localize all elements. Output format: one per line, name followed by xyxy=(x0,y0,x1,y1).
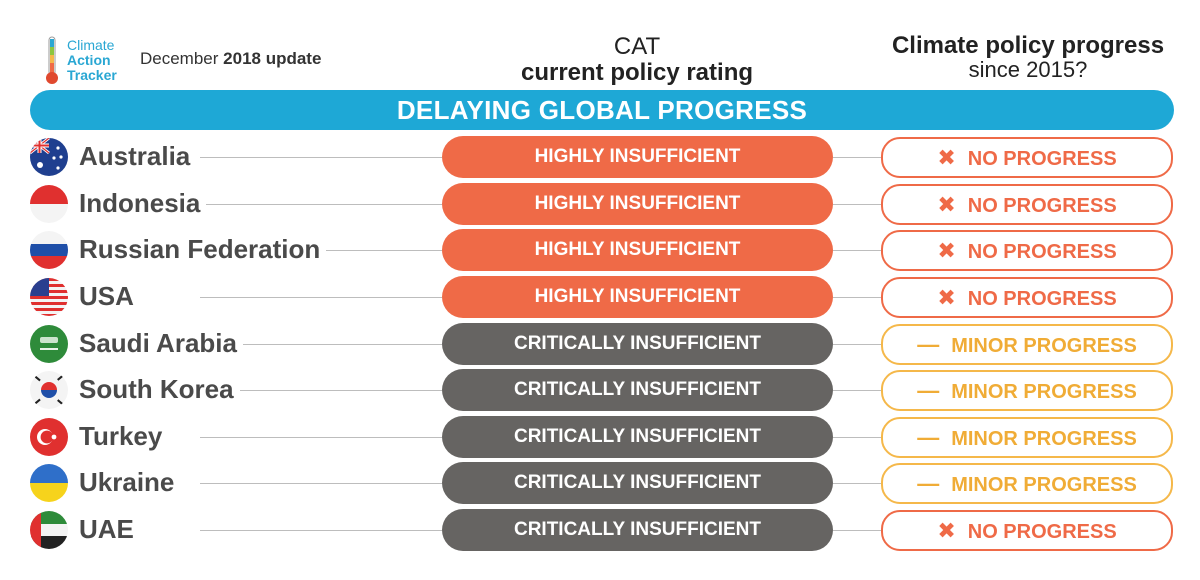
rating-badge: CRITICALLY INSUFFICIENT xyxy=(442,369,833,411)
progress-badge: ✖ NO PROGRESS xyxy=(881,510,1173,551)
country-row: South Korea CRITICALLY INSUFFICIENT — MIN… xyxy=(0,369,1200,411)
category-banner: DELAYING GLOBAL PROGRESS xyxy=(30,90,1174,130)
dash-icon: — xyxy=(917,378,940,403)
country-row: USA HIGHLY INSUFFICIENT ✖ NO PROGRESS xyxy=(0,276,1200,318)
rating-badge: CRITICALLY INSUFFICIENT xyxy=(442,323,833,365)
climate-action-tracker-logo: Climate Action Tracker xyxy=(30,34,140,86)
progress-badge: — MINOR PROGRESS xyxy=(881,463,1173,504)
logo-line-1: Climate xyxy=(67,37,115,53)
dash-icon: — xyxy=(917,332,940,357)
country-name: Russian Federation xyxy=(79,234,327,265)
cross-icon: ✖ xyxy=(937,145,956,170)
country-name: Australia xyxy=(79,141,197,172)
progress-badge: — MINOR PROGRESS xyxy=(881,417,1173,458)
country-name: USA xyxy=(79,281,140,312)
country-row: Saudi Arabia CRITICALLY INSUFFICIENT — MI… xyxy=(0,323,1200,365)
rating-header-line-1: CAT xyxy=(613,33,661,60)
progress-label: MINOR PROGRESS xyxy=(951,428,1137,450)
progress-column-header: Climate policy progress since 2015? xyxy=(870,34,1186,82)
progress-label: MINOR PROGRESS xyxy=(951,335,1137,357)
country-name: Ukraine xyxy=(79,467,181,498)
ukraine-flag-icon xyxy=(30,464,68,502)
progress-badge: — MINOR PROGRESS xyxy=(881,370,1173,411)
progress-label: NO PROGRESS xyxy=(967,241,1117,263)
progress-badge: ✖ NO PROGRESS xyxy=(881,230,1173,271)
progress-label: NO PROGRESS xyxy=(967,288,1117,310)
usa-flag-icon xyxy=(30,278,68,316)
country-row: Turkey CRITICALLY INSUFFICIENT — MINOR PR… xyxy=(0,416,1200,458)
turkey-flag-icon xyxy=(30,418,68,456)
progress-label: NO PROGRESS xyxy=(967,148,1117,170)
country-row: Indonesia HIGHLY INSUFFICIENT ✖ NO PROGRE… xyxy=(0,183,1200,225)
progress-badge: ✖ NO PROGRESS xyxy=(881,137,1173,178)
thermometer-icon xyxy=(46,36,58,84)
rating-badge: HIGHLY INSUFFICIENT xyxy=(442,136,833,178)
rating-badge: HIGHLY INSUFFICIENT xyxy=(442,276,833,318)
country-row: UAE CRITICALLY INSUFFICIENT ✖ NO PROGRESS xyxy=(0,509,1200,551)
rating-header-line-2: current policy rating xyxy=(520,59,754,86)
cross-icon: ✖ xyxy=(937,192,956,217)
rating-badge: HIGHLY INSUFFICIENT xyxy=(442,183,833,225)
country-name: Turkey xyxy=(79,421,169,452)
rating-badge: HIGHLY INSUFFICIENT xyxy=(442,229,833,271)
update-prefix: December xyxy=(140,49,219,68)
indonesia-flag-icon xyxy=(30,185,68,223)
progress-header-line-2: since 2015? xyxy=(968,57,1088,82)
progress-label: MINOR PROGRESS xyxy=(951,381,1137,403)
cross-icon: ✖ xyxy=(937,285,956,310)
cross-icon: ✖ xyxy=(937,518,956,543)
country-row: Australia HIGHLY INSUFFICIENT ✖ NO PROGRE… xyxy=(0,136,1200,178)
progress-badge: ✖ NO PROGRESS xyxy=(881,277,1173,318)
australia-flag-icon xyxy=(30,138,68,176)
south-korea-flag-icon xyxy=(30,371,68,409)
saudi-arabia-flag-icon xyxy=(30,325,68,363)
update-year: 2018 update xyxy=(223,49,322,68)
country-row: Russian Federation HIGHLY INSUFFICIENT ✖… xyxy=(0,229,1200,271)
country-name: Saudi Arabia xyxy=(79,328,243,359)
logo-line-2: Action xyxy=(67,52,111,68)
cross-icon: ✖ xyxy=(937,238,956,263)
progress-label: NO PROGRESS xyxy=(967,195,1117,217)
country-name: UAE xyxy=(79,514,140,545)
rating-badge: CRITICALLY INSUFFICIENT xyxy=(442,509,833,551)
update-date: December 2018 update xyxy=(140,49,321,69)
country-name: Indonesia xyxy=(79,188,207,219)
uae-flag-icon xyxy=(30,511,68,549)
russia-flag-icon xyxy=(30,231,68,269)
country-name: South Korea xyxy=(79,374,240,405)
country-row: Ukraine CRITICALLY INSUFFICIENT — MINOR P… xyxy=(0,462,1200,504)
progress-header-line-1: Climate policy progress xyxy=(891,32,1165,59)
logo-line-3: Tracker xyxy=(67,67,117,83)
rating-badge: CRITICALLY INSUFFICIENT xyxy=(442,416,833,458)
progress-label: NO PROGRESS xyxy=(967,521,1117,543)
dash-icon: — xyxy=(917,471,940,496)
rating-badge: CRITICALLY INSUFFICIENT xyxy=(442,462,833,504)
progress-label: MINOR PROGRESS xyxy=(951,474,1137,496)
progress-badge: ✖ NO PROGRESS xyxy=(881,184,1173,225)
dash-icon: — xyxy=(917,425,940,450)
progress-badge: — MINOR PROGRESS xyxy=(881,324,1173,365)
rating-column-header: CAT current policy rating xyxy=(480,34,794,86)
